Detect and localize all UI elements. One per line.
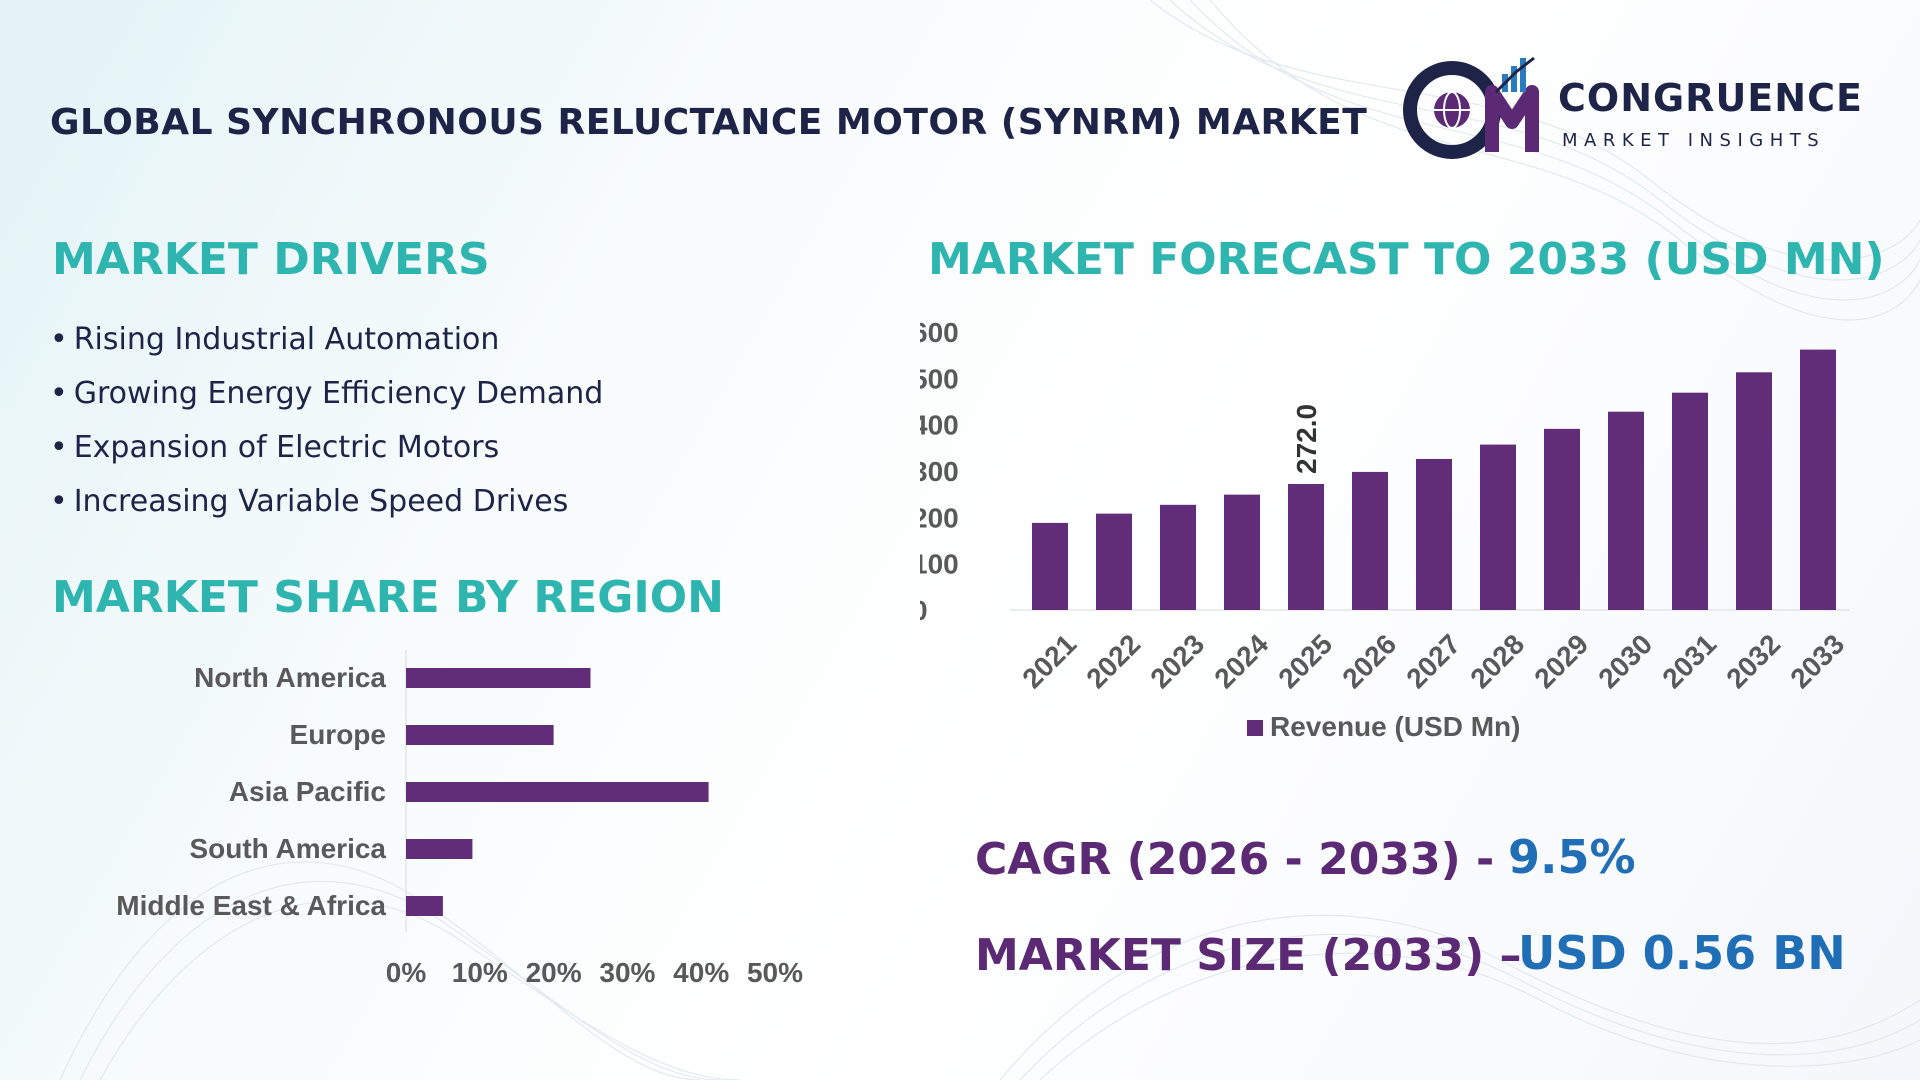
forecast-bar [1480, 444, 1516, 610]
region-category-label: North America [194, 662, 386, 693]
drivers-heading: MARKET DRIVERS [52, 234, 490, 285]
driver-item: • Increasing Variable Speed Drives [50, 484, 569, 519]
forecast-y-tick-label: 500 [920, 363, 959, 394]
forecast-bar [1224, 494, 1260, 610]
forecast-x-tick-label: 2030 [1592, 628, 1658, 694]
forecast-x-tick-label: 2022 [1080, 628, 1146, 694]
market-size-value: USD 0.56 BN [1518, 926, 1846, 980]
market-size-label: MARKET SIZE (2033) – [975, 930, 1522, 981]
forecast-bar [1736, 372, 1772, 610]
region-category-label: Europe [290, 719, 386, 750]
region-bar [406, 839, 473, 859]
forecast-x-tick-label: 2027 [1400, 628, 1466, 694]
region-x-tick-label: 10% [452, 957, 508, 988]
region-share-chart: North America Europe Asia Pacific South Ame… [116, 650, 803, 988]
forecast-y-tick-label: 0 [920, 595, 928, 626]
forecast-data-label: 272.0 [1291, 404, 1322, 474]
region-category-label: South America [189, 833, 386, 864]
forecast-bar [1544, 428, 1580, 610]
forecast-x-tick-label: 2026 [1336, 628, 1402, 694]
driver-item: • Rising Industrial Automation [50, 322, 500, 357]
forecast-y-tick-label: 300 [920, 456, 959, 487]
forecast-x-tick-label: 2024 [1208, 628, 1274, 694]
driver-item: • Expansion of Electric Motors [50, 430, 500, 465]
forecast-bar [1096, 513, 1132, 610]
forecast-x-tick-label: 2028 [1464, 628, 1530, 694]
forecast-bar [1032, 522, 1068, 610]
forecast-y-tick-label: 200 [920, 502, 959, 533]
region-heading: MARKET SHARE BY REGION [52, 572, 724, 623]
region-category-label: Asia Pacific [229, 776, 386, 807]
forecast-bar [1416, 458, 1452, 610]
region-x-tick-label: 20% [526, 957, 582, 988]
logo-mark-icon: CM [1400, 52, 1539, 159]
region-x-tick-label: 0% [386, 957, 427, 988]
forecast-x-tick-label: 2031 [1656, 628, 1722, 694]
forecast-x-tick-label: 2033 [1784, 628, 1850, 694]
svg-text:CM: CM [1400, 52, 1402, 53]
forecast-heading: MARKET FORECAST TO 2033 (USD MN) [928, 234, 1885, 285]
cagr-label: CAGR (2026 - 2033) - [975, 834, 1495, 885]
brand-logo: CM CONGRUENCE MARKET INSIGHTS [1400, 52, 1880, 162]
forecast-y-tick-label: 600 [920, 317, 959, 348]
cagr-value: 9.5% [1508, 830, 1636, 884]
forecast-x-tick-label: 2025 [1272, 628, 1338, 694]
region-x-tick-label: 40% [673, 957, 729, 988]
region-bar [406, 896, 443, 916]
region-bar [406, 782, 709, 802]
logo-tagline: MARKET INSIGHTS [1562, 130, 1826, 151]
logo-name: CONGRUENCE [1558, 76, 1863, 120]
forecast-x-tick-label: 2021 [1016, 628, 1082, 694]
drivers-list: • Rising Industrial Automation • Growing E… [50, 322, 603, 538]
forecast-chart: 0100200300400500600202120222023202420252… [920, 317, 1850, 742]
forecast-x-tick-label: 2032 [1720, 628, 1786, 694]
legend-swatch [1247, 720, 1263, 736]
region-bar [406, 668, 591, 688]
legend-label: Revenue (USD Mn) [1270, 711, 1520, 742]
page-title: GLOBAL SYNCHRONOUS RELUCTANCE MOTOR (SYN… [50, 102, 1368, 143]
forecast-bar [1672, 392, 1708, 610]
forecast-bar [1352, 471, 1388, 610]
forecast-x-tick-label: 2029 [1528, 628, 1594, 694]
forecast-x-tick-label: 2023 [1144, 628, 1210, 694]
region-x-tick-label: 30% [599, 957, 655, 988]
region-bar [406, 725, 554, 745]
forecast-bar [1800, 349, 1836, 610]
forecast-bar [1608, 411, 1644, 610]
forecast-bar [1160, 504, 1196, 610]
forecast-y-tick-label: 400 [920, 410, 959, 441]
forecast-bar [1288, 483, 1324, 610]
driver-item: • Growing Energy Efficiency Demand [50, 376, 604, 411]
region-x-tick-label: 50% [747, 957, 803, 988]
region-category-label: Middle East & Africa [116, 890, 386, 921]
forecast-y-tick-label: 100 [920, 549, 959, 580]
